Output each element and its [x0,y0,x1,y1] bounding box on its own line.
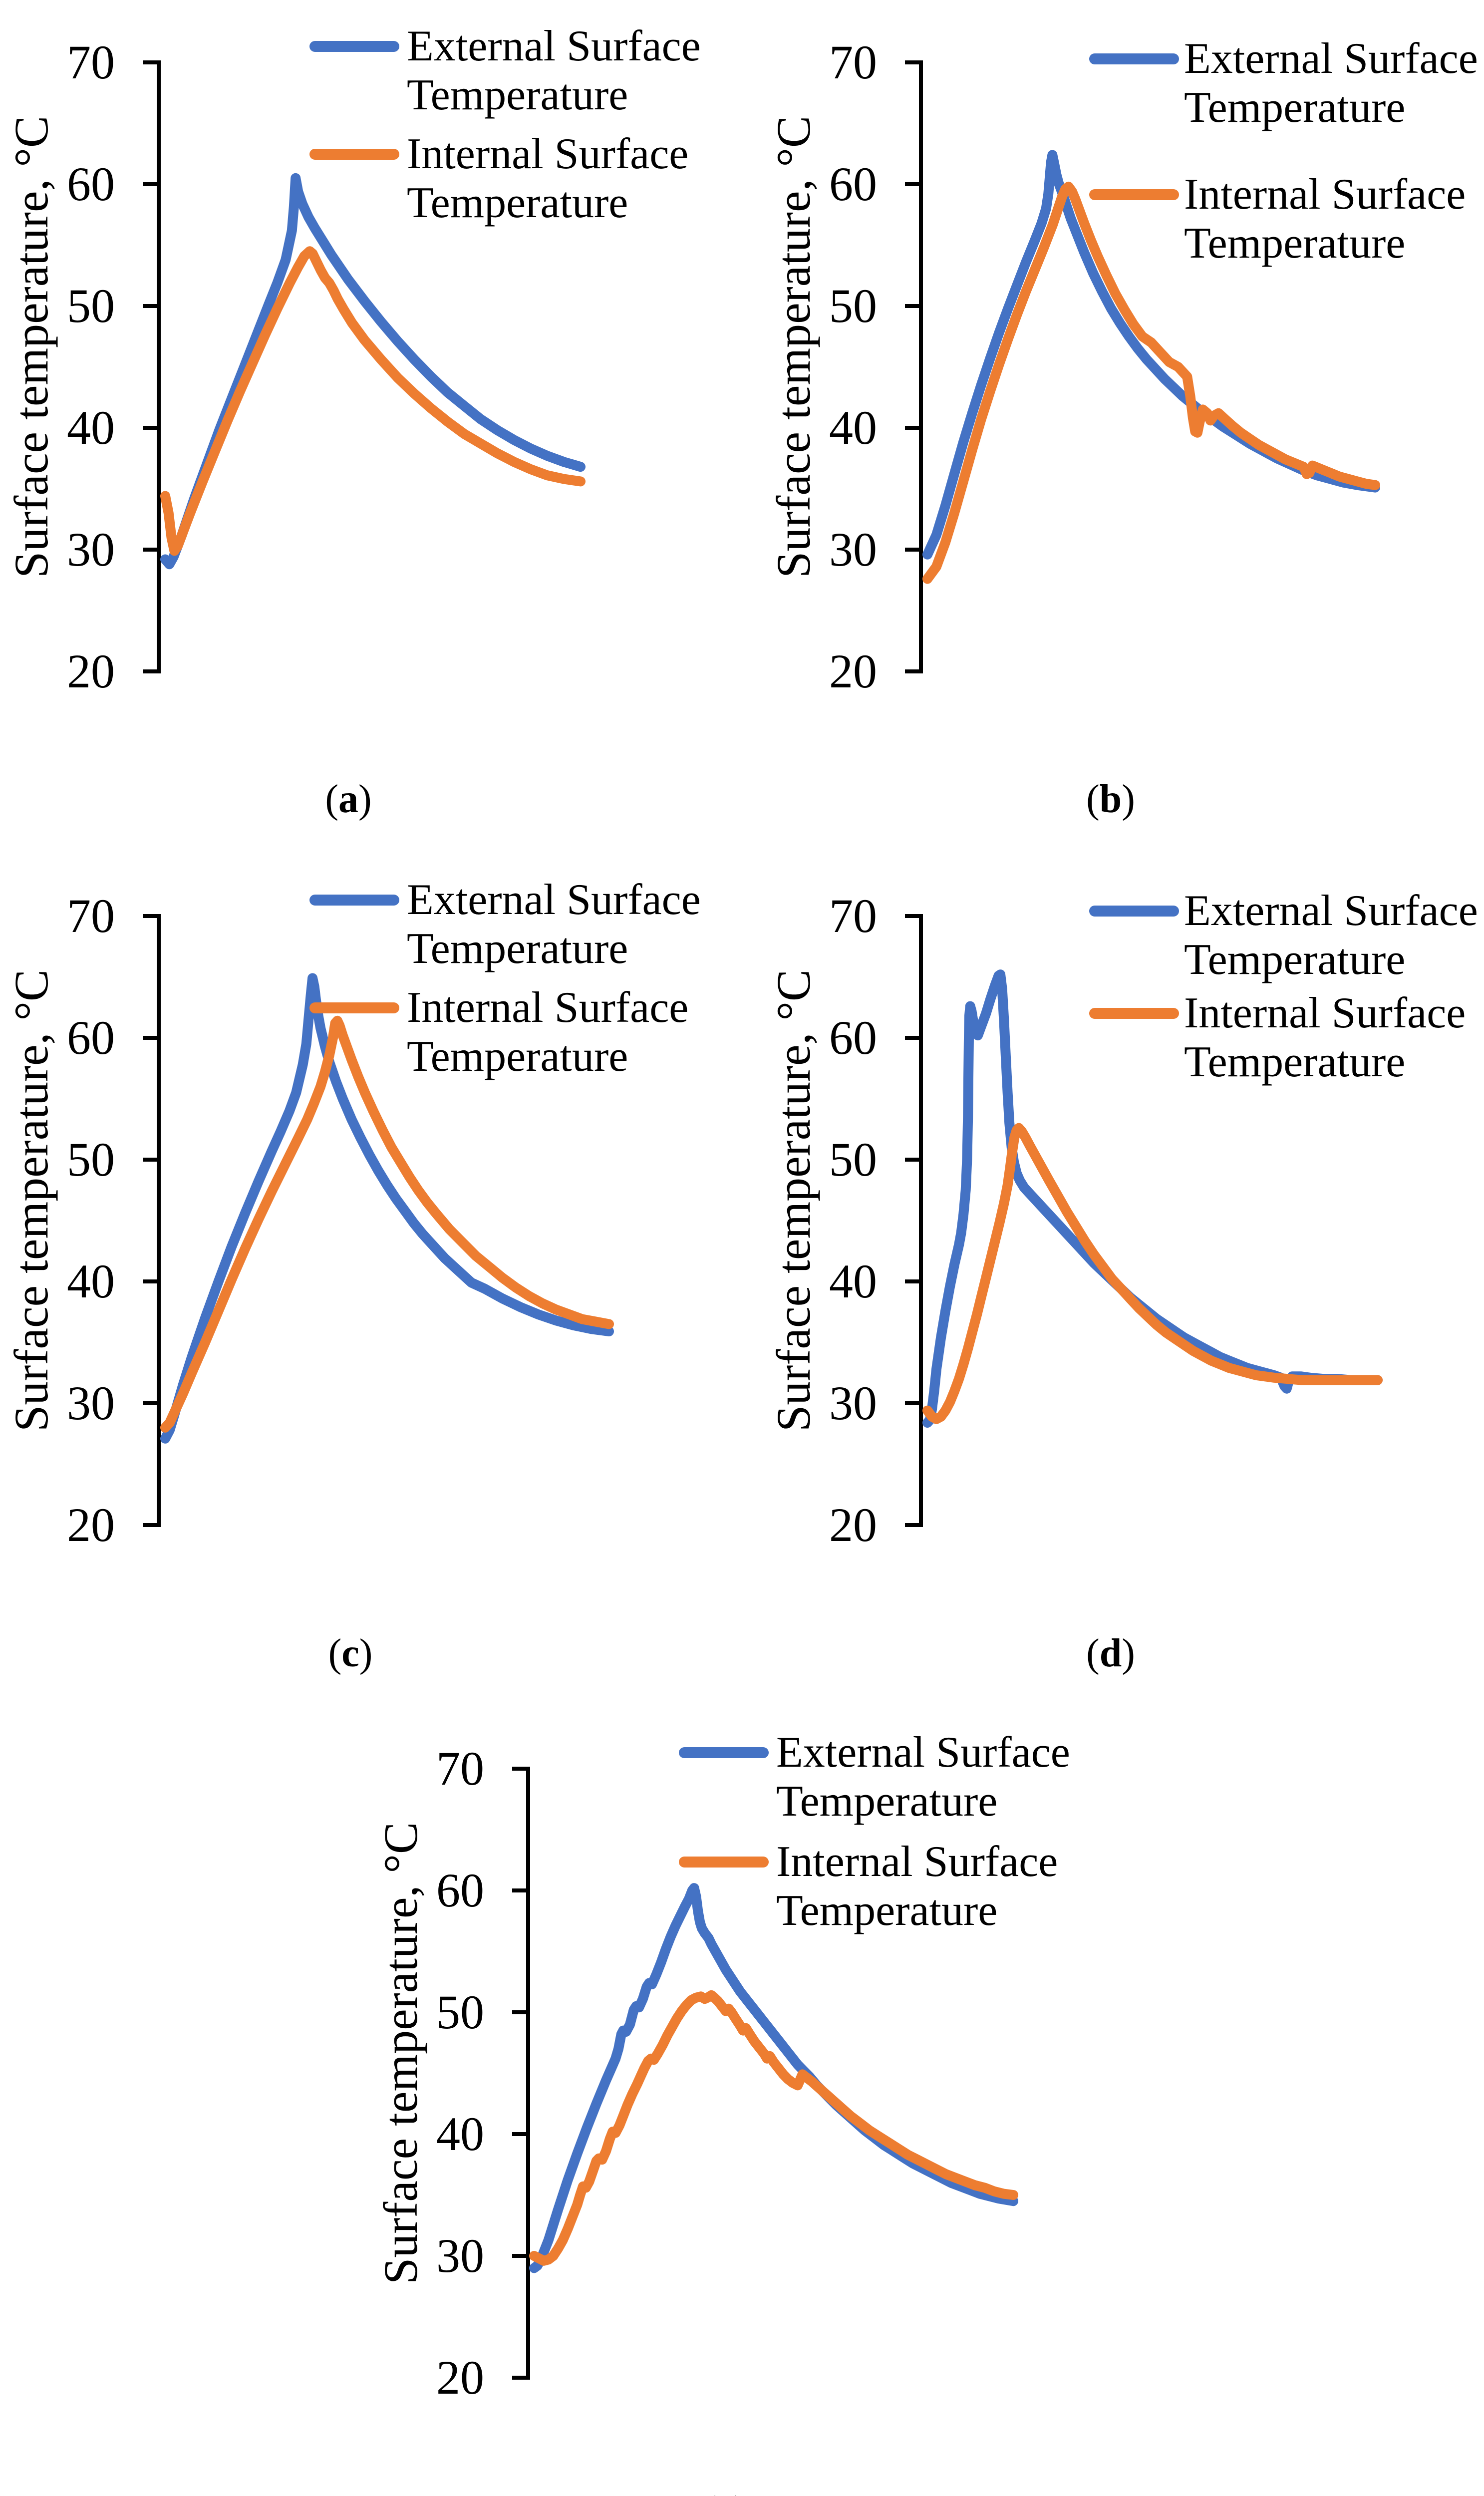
y-tick-label: 40 [67,1254,115,1308]
y-tick-label: 20 [67,1498,115,1552]
legend-label-internal: Internal Surface Temperature [407,130,689,227]
plot-area-d [905,914,1383,1527]
legend-label-external: External Surface Temperature [1184,887,1478,984]
internal-temperature-line [529,1990,1018,2266]
y-tick-label: 20 [829,644,877,698]
y-tick-label: 60 [67,1011,115,1064]
internal-temperature-line [160,1015,614,1433]
legend-line-external-icon [1089,53,1179,64]
legend-label-internal: Internal Surface Temperature [1184,170,1466,268]
chart-e: Surface temperature, °C External Surface… [369,1722,1168,2496]
internal-temperature-line [922,181,1380,584]
plot-area-a [143,60,586,673]
internal-temperature-line [922,1123,1383,1424]
y-tick-label: 60 [829,1011,877,1064]
chart-sublabel-a: (a) [325,777,372,821]
y-tick-label: 70 [67,889,115,942]
legend-label-external: External Surface Temperature [776,1728,1070,1826]
chart-sublabel-b: (b) [1086,777,1135,821]
y-tick-label: 50 [436,1985,484,2039]
chart-sublabel-c: (c) [328,1631,373,1675]
external-temperature-line [160,173,586,570]
chart-b: Surface temperature, °C External Surface… [740,0,1484,849]
plot-area-e [512,1767,1018,2380]
y-tick-label: 40 [67,401,115,454]
legend-line-internal-icon [679,1857,769,1868]
y-tick-label: 20 [436,2351,484,2404]
chart-a: Surface temperature, °C External Surface… [0,0,744,849]
y-tick-label: 70 [829,35,877,89]
plot-area-c [143,914,614,1527]
y-tick-label: 50 [829,279,877,332]
chart-sublabel-e: (e) [625,2485,825,2496]
y-tick-label: 60 [829,157,877,211]
legend-label-internal: Internal Surface Temperature [407,983,689,1081]
y-tick-label: 30 [829,1376,877,1430]
y-tick-label: 30 [436,2229,484,2282]
legend-line-external-icon [309,41,399,52]
legend-line-internal-icon [1089,189,1179,200]
y-tick-label: 60 [67,157,115,211]
y-tick-label: 50 [829,1133,877,1186]
chart-sublabel-d: (d) [1086,1631,1135,1675]
y-tick-label: 30 [67,523,115,576]
legend-line-external-icon [1089,906,1179,917]
internal-temperature-line [160,246,586,556]
legend-label-external: External Surface Temperature [407,876,701,973]
legend-line-external-icon [679,1747,769,1758]
y-tick-label: 50 [67,279,115,332]
legend-label-internal: Internal Surface Temperature [776,1838,1058,1935]
legend-line-internal-icon [309,149,399,160]
y-tick-label: 20 [829,1498,877,1552]
y-tick-label: 40 [829,1254,877,1308]
plot-area-b [905,60,1380,673]
y-tick-label: 30 [67,1376,115,1430]
legend-label-internal: Internal Surface Temperature [1184,989,1466,1086]
y-tick-label: 40 [436,2107,484,2161]
y-tick-label: 70 [829,889,877,942]
external-temperature-line [529,1883,1018,2273]
y-tick-label: 50 [67,1133,115,1186]
y-tick-label: 20 [67,644,115,698]
y-tick-label: 30 [829,523,877,576]
legend-line-external-icon [309,895,399,906]
chart-d: Surface temperature, °C External Surface… [740,864,1484,1712]
y-tick-label: 60 [436,1864,484,1917]
y-tick-label: 70 [436,1742,484,1795]
legend-line-internal-icon [309,1002,399,1013]
chart-c: Surface temperature, °C External Surface… [0,864,744,1712]
legend-label-external: External Surface Temperature [407,22,701,119]
y-tick-label: 40 [829,401,877,454]
legend-line-internal-icon [1089,1008,1179,1019]
legend-label-external: External Surface Temperature [1184,34,1478,132]
y-tick-label: 70 [67,35,115,89]
